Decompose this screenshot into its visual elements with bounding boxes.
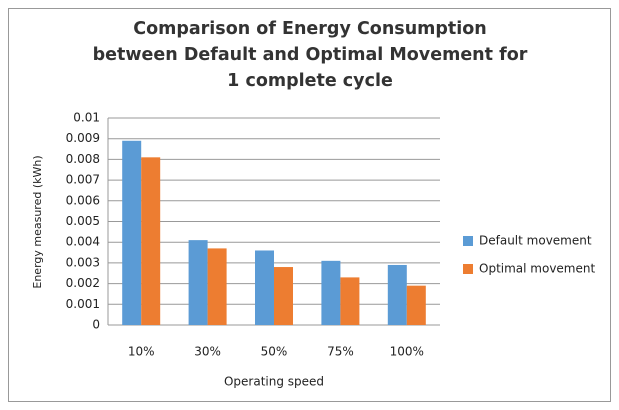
x-tick-label: 75%	[327, 345, 354, 359]
y-tick-label: 0	[92, 318, 100, 332]
legend-swatch	[463, 264, 473, 274]
x-tick-label: 50%	[261, 345, 288, 359]
chart-title: Comparison of Energy Consumption between…	[92, 19, 528, 91]
y-tick-label: 0.001	[66, 297, 100, 311]
y-tick-label: 0.007	[66, 173, 100, 187]
y-tick-label: 0.01	[73, 111, 100, 125]
legend-label: Default movement	[479, 234, 592, 248]
y-tick-label: 0.005	[66, 214, 100, 228]
legend-swatch	[463, 236, 473, 246]
chart-border	[8, 8, 611, 402]
y-tick-label: 0.008	[66, 152, 100, 166]
bar	[274, 267, 293, 325]
x-tick-label: 100%	[390, 345, 424, 359]
x-tick-label: 30%	[194, 345, 221, 359]
y-tick-label: 0.009	[66, 131, 100, 145]
bar	[340, 277, 360, 325]
y-tick-label: 0.004	[66, 235, 100, 249]
bar	[387, 264, 407, 325]
bar	[321, 260, 341, 325]
bar	[188, 240, 208, 325]
bar	[207, 248, 227, 325]
legend-label: Optimal movement	[479, 262, 595, 276]
x-axis-label: Operating speed	[224, 375, 324, 389]
y-tick-label: 0.003	[66, 255, 100, 269]
bar	[122, 140, 142, 325]
y-axis-label: Energy measured (kWh)	[31, 155, 44, 288]
bar	[141, 157, 161, 325]
y-tick-label: 0.006	[66, 193, 100, 207]
bar	[255, 250, 274, 325]
x-tick-label: 10%	[128, 345, 155, 359]
y-tick-label: 0.002	[66, 276, 100, 290]
bar	[406, 285, 426, 325]
